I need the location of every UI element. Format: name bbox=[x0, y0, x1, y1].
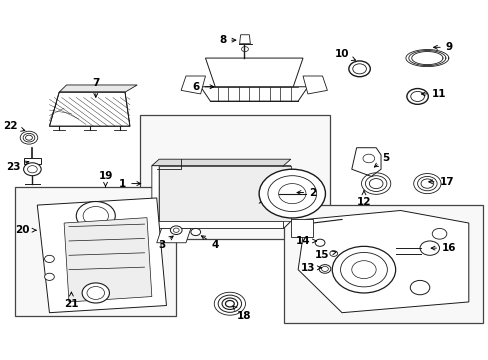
Circle shape bbox=[190, 228, 200, 235]
Circle shape bbox=[170, 226, 182, 234]
Text: 4: 4 bbox=[201, 236, 219, 249]
Polygon shape bbox=[298, 211, 468, 313]
Text: 20: 20 bbox=[15, 225, 36, 235]
Polygon shape bbox=[37, 198, 166, 313]
Circle shape bbox=[329, 251, 337, 256]
Text: 19: 19 bbox=[98, 171, 113, 187]
Text: 22: 22 bbox=[3, 121, 25, 131]
Text: 14: 14 bbox=[295, 236, 316, 246]
Text: 9: 9 bbox=[433, 42, 452, 52]
Circle shape bbox=[419, 241, 439, 255]
Polygon shape bbox=[59, 85, 137, 92]
Polygon shape bbox=[181, 76, 205, 94]
Bar bbox=[15, 187, 176, 316]
Polygon shape bbox=[205, 58, 303, 87]
Bar bbox=[283, 205, 483, 323]
Text: 13: 13 bbox=[300, 263, 321, 273]
Circle shape bbox=[319, 265, 330, 273]
Polygon shape bbox=[290, 220, 312, 237]
Text: 18: 18 bbox=[232, 306, 251, 321]
Text: 15: 15 bbox=[315, 250, 335, 260]
Circle shape bbox=[331, 246, 395, 293]
Text: 7: 7 bbox=[92, 78, 99, 97]
Text: 8: 8 bbox=[219, 35, 235, 45]
Polygon shape bbox=[152, 221, 290, 228]
Text: 17: 17 bbox=[428, 177, 453, 187]
Circle shape bbox=[259, 169, 325, 218]
Polygon shape bbox=[152, 166, 159, 228]
Text: 16: 16 bbox=[430, 243, 456, 253]
Polygon shape bbox=[200, 87, 307, 101]
Circle shape bbox=[431, 228, 446, 239]
Polygon shape bbox=[283, 166, 290, 228]
Polygon shape bbox=[159, 166, 290, 221]
Text: 2: 2 bbox=[296, 188, 316, 198]
Circle shape bbox=[23, 163, 41, 176]
Text: 21: 21 bbox=[64, 292, 79, 309]
Polygon shape bbox=[152, 159, 290, 166]
Text: 10: 10 bbox=[334, 49, 355, 60]
Circle shape bbox=[409, 280, 429, 295]
Polygon shape bbox=[157, 228, 190, 243]
Text: 12: 12 bbox=[356, 191, 370, 207]
Circle shape bbox=[82, 283, 109, 303]
Circle shape bbox=[44, 273, 54, 280]
Text: 1: 1 bbox=[119, 179, 141, 189]
Text: 5: 5 bbox=[373, 153, 389, 167]
Polygon shape bbox=[239, 35, 250, 44]
Circle shape bbox=[76, 202, 115, 230]
Circle shape bbox=[315, 239, 325, 246]
Text: 11: 11 bbox=[421, 89, 446, 99]
Polygon shape bbox=[49, 92, 130, 126]
Polygon shape bbox=[64, 218, 152, 302]
Bar bbox=[140, 116, 329, 239]
Polygon shape bbox=[24, 158, 41, 164]
Text: 3: 3 bbox=[158, 236, 173, 249]
Polygon shape bbox=[351, 148, 380, 176]
Polygon shape bbox=[303, 76, 327, 94]
Circle shape bbox=[44, 255, 54, 262]
Text: 23: 23 bbox=[6, 161, 29, 172]
Text: 6: 6 bbox=[192, 82, 213, 92]
